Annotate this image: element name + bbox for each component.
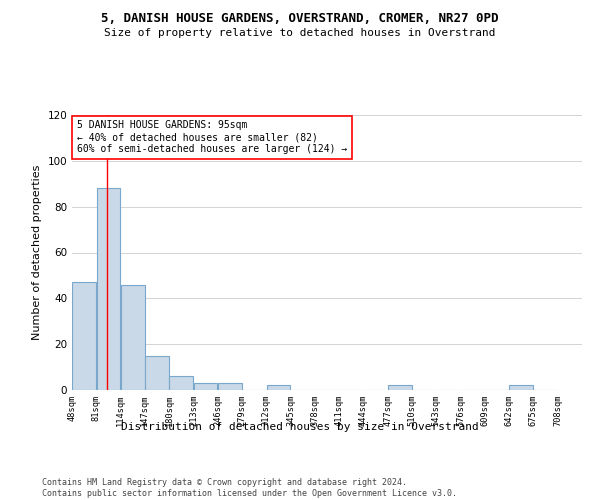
Bar [97,188,120,390]
Y-axis label: Number of detached properties: Number of detached properties [32,165,42,340]
Bar [169,376,193,390]
Bar [145,356,169,390]
Bar [194,383,217,390]
Text: 5 DANISH HOUSE GARDENS: 95sqm
← 40% of detached houses are smaller (82)
60% of s: 5 DANISH HOUSE GARDENS: 95sqm ← 40% of d… [77,120,347,154]
Bar [266,386,290,390]
Bar [509,386,533,390]
Bar [388,386,412,390]
Text: Contains HM Land Registry data © Crown copyright and database right 2024.
Contai: Contains HM Land Registry data © Crown c… [42,478,457,498]
Text: 5, DANISH HOUSE GARDENS, OVERSTRAND, CROMER, NR27 0PD: 5, DANISH HOUSE GARDENS, OVERSTRAND, CRO… [101,12,499,26]
Text: Size of property relative to detached houses in Overstrand: Size of property relative to detached ho… [104,28,496,38]
Bar [72,282,96,390]
Bar [121,284,145,390]
Text: Distribution of detached houses by size in Overstrand: Distribution of detached houses by size … [121,422,479,432]
Bar [218,383,242,390]
